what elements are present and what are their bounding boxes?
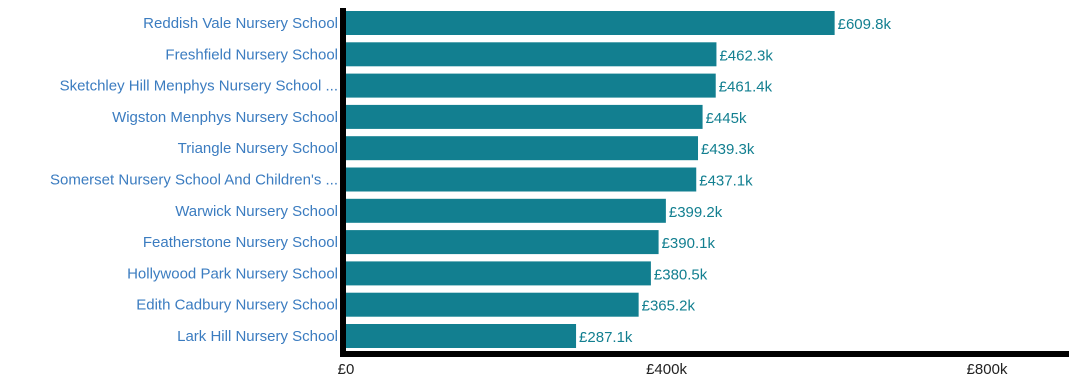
value-label: £365.2k xyxy=(642,298,696,315)
value-label: £380.5k xyxy=(654,266,708,283)
bar[interactable] xyxy=(346,73,716,98)
category-label: Somerset Nursery School And Children's .… xyxy=(50,172,338,189)
value-label: £287.1k xyxy=(579,329,633,346)
category-label: Wigston Menphys Nursery School xyxy=(112,109,338,126)
value-label: £445k xyxy=(706,110,747,127)
category-label: Lark Hill Nursery School xyxy=(177,328,338,345)
category-labels-group: Reddish Vale Nursery School Freshfield Nu… xyxy=(50,15,338,345)
category-label: Triangle Nursery School xyxy=(178,140,338,157)
category-label: Reddish Vale Nursery School xyxy=(143,15,338,32)
bar[interactable] xyxy=(346,42,717,67)
bars-group xyxy=(346,11,835,348)
category-label: Freshfield Nursery School xyxy=(165,46,338,63)
bar[interactable] xyxy=(346,167,697,192)
category-label: Hollywood Park Nursery School xyxy=(127,265,338,282)
category-label: Sketchley Hill Menphys Nursery School ..… xyxy=(60,78,338,95)
value-label: £439.3k xyxy=(701,141,755,158)
bar[interactable] xyxy=(346,230,659,255)
bar[interactable] xyxy=(346,11,835,35)
bar[interactable] xyxy=(346,136,699,161)
value-label: £461.4k xyxy=(719,79,773,96)
category-label: Featherstone Nursery School xyxy=(143,234,338,251)
x-tick-labels-group: £0 £400k £800k xyxy=(338,361,1008,378)
category-label: Edith Cadbury Nursery School xyxy=(136,297,338,314)
bar[interactable] xyxy=(346,261,651,286)
bar[interactable] xyxy=(346,292,639,317)
x-tick-label: £400k xyxy=(646,361,687,378)
x-tick-label: £0 xyxy=(338,361,355,378)
category-label: Warwick Nursery School xyxy=(175,203,338,220)
value-label: £399.2k xyxy=(669,204,723,221)
value-label: £390.1k xyxy=(662,235,716,252)
value-label: £609.8k xyxy=(838,16,892,33)
bar[interactable] xyxy=(346,198,666,223)
x-tick-label: £800k xyxy=(967,361,1008,378)
value-label: £462.3k xyxy=(719,47,773,64)
value-labels-group: £609.8k £462.3k £461.4k £445k £439.3k £437.1k… xyxy=(579,16,891,346)
bar[interactable] xyxy=(346,104,703,129)
bar[interactable] xyxy=(346,324,577,348)
value-label: £437.1k xyxy=(699,173,753,190)
